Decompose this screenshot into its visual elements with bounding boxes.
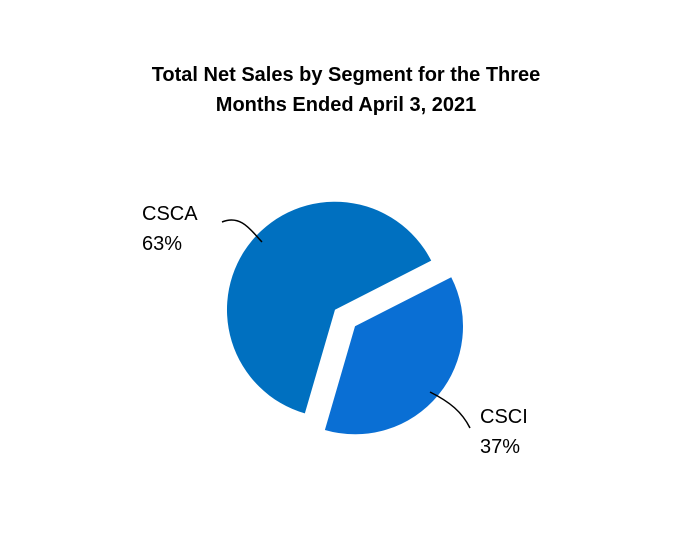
chart-title: Total Net Sales by Segment for the Three… xyxy=(151,64,541,116)
pie-slice xyxy=(324,277,464,435)
slice-label: CSCI xyxy=(480,406,528,428)
pie-slice xyxy=(226,201,432,414)
leader-line xyxy=(429,391,471,429)
slice-value-label: 37% xyxy=(480,436,520,458)
slice-label: CSCA xyxy=(142,203,198,225)
slice-value-label: 63% xyxy=(142,233,182,255)
leader-line xyxy=(221,219,263,243)
